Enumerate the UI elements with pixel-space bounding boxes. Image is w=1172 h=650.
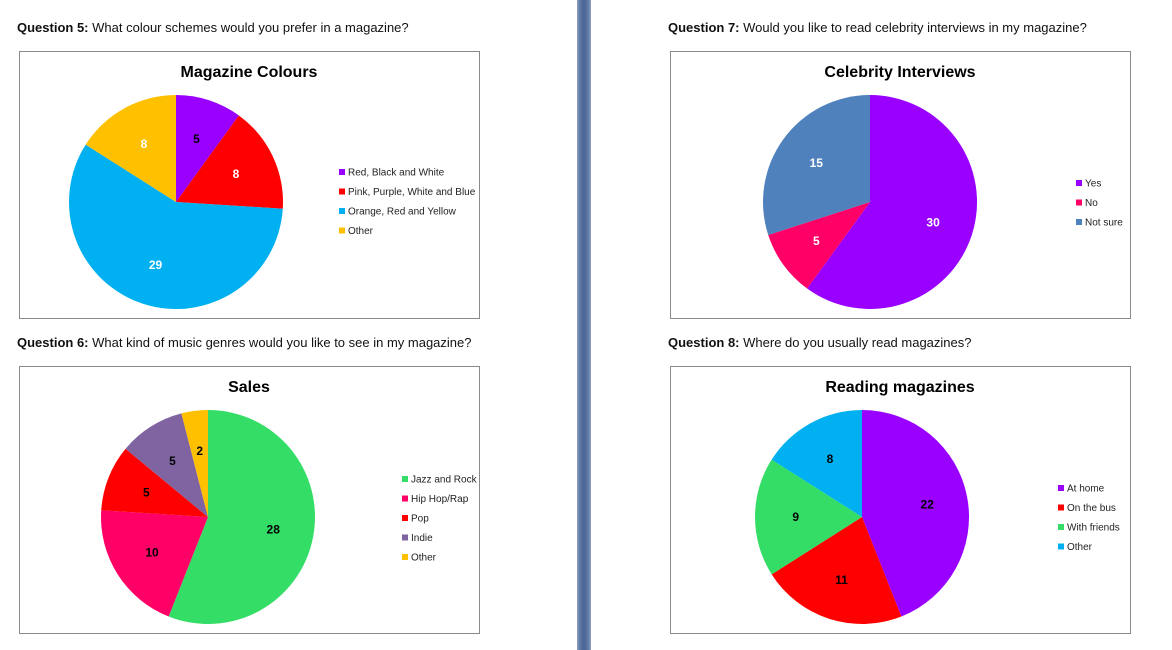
legend-label-with-friends: With friends	[1067, 523, 1120, 534]
data-label-on-the-bus: 11	[835, 573, 848, 587]
legend-label-pink-purple-white-and-blue: Pink, Purple, White and Blue	[348, 187, 476, 198]
question-5-label: Question 5:	[17, 20, 89, 35]
question-6-text: What kind of music genres would you like…	[92, 335, 472, 350]
pie-slice-on-the-bus	[771, 517, 902, 625]
pie-slice-pink-purple-white-and-blue	[176, 115, 284, 209]
celebrity-interviews-legend: Yes No Not sure	[1076, 179, 1123, 229]
legend-label-pop: Pop	[411, 514, 429, 525]
chart-reading-magazines: Reading magazines 22 11 9 8 At home On the b…	[670, 366, 1131, 634]
data-label-other: 8	[141, 137, 148, 151]
question-6-heading: Question 6: What kind of music genres wo…	[17, 335, 472, 350]
data-label-with-friends: 9	[792, 510, 799, 524]
legend-swatch-jazz-and-rock	[402, 476, 408, 482]
data-label-at-home: 22	[921, 498, 935, 512]
chart-title: Magazine Colours	[181, 64, 318, 81]
legend-swatch-indie	[402, 534, 408, 541]
legend-swatch-other	[339, 227, 345, 234]
magazine-colours-legend: Red, Black and White Pink, Purple, White …	[339, 168, 476, 237]
legend-label-on-the-bus: On the bus	[1067, 503, 1116, 514]
pie-slice-other	[85, 95, 176, 202]
legend-label-other: Other	[411, 553, 437, 564]
legend-label-hip-hop-rap: Hip Hop/Rap	[411, 494, 469, 505]
legend-swatch-red-black-and-white	[339, 169, 345, 175]
legend-label-at-home: At home	[1067, 484, 1105, 495]
data-label-pink-purple-white-and-blue: 8	[233, 167, 240, 181]
pie-slice-at-home	[862, 410, 970, 617]
pie-slice-hip-hop-rap	[100, 510, 208, 617]
reading-magazines-svg: Reading magazines 22 11 9 8 At home On the b…	[755, 379, 1120, 625]
legend-label-red-black-and-white: Red, Black and White	[348, 168, 445, 179]
question-6-label: Question 6:	[17, 335, 89, 350]
legend-label-not-sure: Not sure	[1085, 218, 1123, 229]
chart-sales: Sales 28 10 5 5 2 Jazz and Rock Hip Hop/Rap Po…	[19, 366, 480, 634]
page-divider	[577, 0, 591, 650]
question-8-heading: Question 8: Where do you usually read ma…	[668, 335, 972, 350]
data-label-red-black-and-white: 5	[193, 132, 200, 146]
celebrity-interviews-svg: Celebrity Interviews 30 5 15 Yes No Not sure	[763, 64, 1123, 309]
pie-slice-jazz-and-rock	[168, 410, 315, 624]
chart-title: Celebrity Interviews	[824, 64, 975, 81]
magazine-colours-pie: 5 8 29 8	[69, 95, 284, 310]
legend-swatch-at-home	[1058, 485, 1064, 491]
reading-magazines-pie: 22 11 9 8	[755, 410, 970, 625]
magazine-colours-svg: Magazine Colours 5 8 29 8 Red, Black and Wh…	[69, 64, 476, 310]
chart-title: Reading magazines	[825, 379, 974, 396]
data-label-other: 8	[827, 452, 834, 466]
question-7-label: Question 7:	[668, 20, 740, 35]
legend-swatch-pop	[402, 515, 408, 521]
pie-slice-other	[181, 410, 208, 517]
data-label-pop: 5	[143, 486, 150, 500]
legend-label-other: Other	[348, 226, 374, 237]
legend-label-jazz-and-rock: Jazz and Rock	[411, 475, 478, 486]
legend-swatch-not-sure	[1076, 219, 1082, 225]
legend-swatch-with-friends	[1058, 524, 1064, 530]
legend-swatch-other	[402, 554, 408, 560]
question-5-heading: Question 5: What colour schemes would yo…	[17, 20, 409, 35]
legend-swatch-hip-hop-rap	[402, 495, 408, 502]
legend-label-yes: Yes	[1085, 179, 1101, 190]
question-7-heading: Question 7: Would you like to read celeb…	[668, 20, 1087, 35]
legend-label-orange-red-and-yellow: Orange, Red and Yellow	[348, 207, 457, 218]
pie-slice-red-black-and-white	[176, 95, 239, 202]
legend-swatch-on-the-bus	[1058, 504, 1064, 511]
data-label-orange-red-and-yellow: 29	[149, 258, 163, 272]
question-8-text: Where do you usually read magazines?	[743, 335, 972, 350]
sales-pie: 28 10 5 5 2	[100, 410, 315, 624]
legend-swatch-pink-purple-white-and-blue	[339, 188, 345, 195]
pie-slice-indie	[125, 413, 208, 517]
legend-label-indie: Indie	[411, 533, 433, 544]
legend-label-other: Other	[1067, 542, 1093, 553]
legend-swatch-other	[1058, 543, 1064, 550]
pie-slice-not-sure	[763, 95, 870, 236]
question-5-text: What colour schemes would you prefer in …	[92, 20, 409, 35]
data-label-other: 2	[196, 444, 203, 458]
legend-swatch-yes	[1076, 180, 1082, 186]
chart-magazine-colours: Magazine Colours 5 8 29 8 Red, Black and Wh…	[19, 51, 480, 319]
sales-legend: Jazz and Rock Hip Hop/Rap Pop Indie Other	[402, 475, 478, 564]
data-label-no: 5	[813, 234, 820, 248]
pie-slice-other	[771, 410, 862, 517]
sales-svg: Sales 28 10 5 5 2 Jazz and Rock Hip Hop/Rap Po…	[100, 379, 478, 624]
chart-title: Sales	[228, 379, 270, 396]
pie-slice-yes	[807, 95, 978, 309]
data-label-not-sure: 15	[810, 156, 824, 170]
pie-slice-no	[768, 202, 870, 289]
chart-celebrity-interviews: Celebrity Interviews 30 5 15 Yes No Not sure	[670, 51, 1131, 319]
legend-swatch-no	[1076, 199, 1082, 206]
legend-swatch-orange-red-and-yellow	[339, 208, 345, 214]
question-7-text: Would you like to read celebrity intervi…	[743, 20, 1087, 35]
pie-slice-pop	[101, 448, 208, 517]
data-label-indie: 5	[169, 454, 176, 468]
pie-slice-with-friends	[755, 459, 862, 575]
celebrity-interviews-pie: 30 5 15	[763, 95, 978, 309]
pie-slice-orange-red-and-yellow	[69, 144, 283, 310]
legend-label-no: No	[1085, 198, 1098, 209]
question-8-label: Question 8:	[668, 335, 740, 350]
data-label-hip-hop-rap: 10	[145, 546, 159, 560]
reading-magazines-legend: At home On the bus With friends Other	[1058, 484, 1120, 553]
data-label-yes: 30	[926, 216, 940, 230]
data-label-jazz-and-rock: 28	[267, 522, 281, 536]
